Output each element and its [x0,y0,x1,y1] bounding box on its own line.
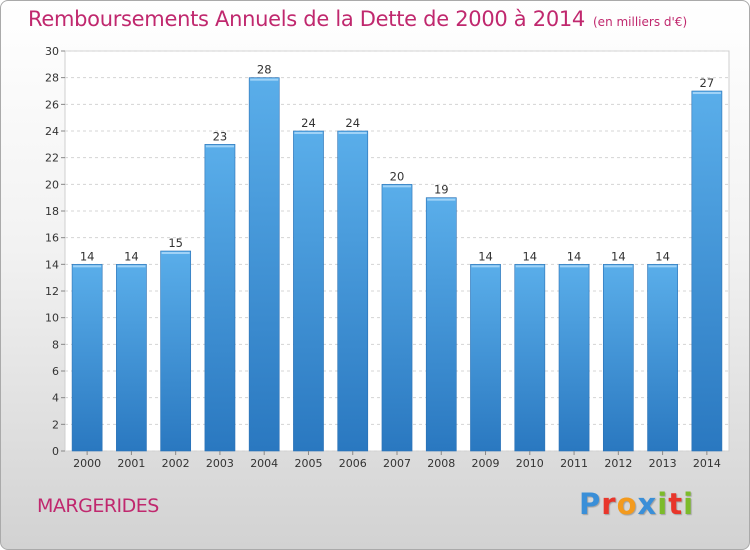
bar-2005 [293,130,324,452]
y-tick-label: 10 [45,312,59,325]
y-tick-label: 2 [52,418,59,431]
bar-highlight [560,265,589,268]
data-label-2006: 24 [345,116,360,130]
x-tick-label-2009: 2009 [472,457,500,470]
x-tick-label-2003: 2003 [206,457,234,470]
data-label-2000: 14 [80,249,95,263]
bar-2001 [116,264,147,452]
x-tick-label-2012: 2012 [604,457,632,470]
y-tick-label: 24 [45,125,59,138]
bar-highlight [604,265,633,268]
y-tick-label: 18 [45,205,59,218]
data-label-2010: 14 [522,249,537,263]
x-tick-label-2014: 2014 [693,457,721,470]
data-label-2012: 14 [611,249,626,263]
logo-letter: P [579,487,602,521]
bar-2011 [558,264,590,452]
bar-highlight [692,92,721,94]
bar-2012 [602,264,634,452]
bar-2014 [691,90,723,452]
bar-2009 [470,264,501,452]
data-label-2003: 23 [213,129,228,143]
bar-2013 [647,264,678,452]
data-label-2001: 14 [124,249,139,263]
y-tick-label: 28 [45,72,59,85]
bar-2007 [381,184,413,452]
logo-letter: t [668,487,684,521]
data-label-2011: 14 [567,249,582,263]
x-tick-label-2001: 2001 [117,457,145,470]
bar-highlight [382,185,412,188]
data-label-2009: 14 [478,249,493,263]
y-tick-label: 0 [52,445,59,458]
x-tick-label-2010: 2010 [516,457,544,470]
bar-highlight [648,265,677,268]
x-tick-label-2013: 2013 [649,457,677,470]
logo-letter: x [637,487,658,521]
data-label-2013: 14 [655,249,670,263]
bar-2000 [71,264,103,452]
bar-2006 [337,130,369,452]
y-tick-label: 6 [52,365,59,378]
bar-2002 [160,250,192,452]
y-tick-label: 26 [45,98,59,111]
bar-highlight [73,265,102,268]
bar-highlight [205,145,234,148]
bar-2010 [514,264,546,452]
x-tick-label-2006: 2006 [339,457,367,470]
y-tick-label: 14 [45,258,59,271]
y-tick-label: 22 [45,152,59,165]
bars: 14 14 15 23 28 24 24 20 19 14 14 14 14 14 27 [71,63,723,452]
bar-highlight [161,252,190,254]
bar-highlight [427,198,456,201]
data-label-2004: 28 [257,63,272,77]
bar-highlight [117,265,146,268]
y-tick-label: 12 [45,285,59,298]
x-axis-ticks: 2000 2001 2002 2003 2004 2005 2006 2007 2008 2009… [73,451,721,470]
data-label-2005: 24 [301,116,316,130]
chart-title-text: Remboursements Annuels de la Dette de 20… [28,7,585,31]
bar-2003 [204,144,236,452]
x-tick-label-2005: 2005 [294,457,322,470]
logo-letter: i [657,487,669,521]
commune-name: MARGERIDES [37,495,159,517]
logo-letter: i [683,487,695,521]
proxiti-logo: Proxiti [579,487,694,521]
unit-note: (en milliers d'€) [593,15,688,29]
y-tick-label: 8 [52,338,59,351]
x-tick-label-2002: 2002 [162,457,190,470]
logo-letter: o [616,487,638,521]
y-tick-label: 16 [45,232,59,245]
y-tick-label: 4 [52,392,59,405]
bar-2008 [425,197,457,452]
data-label-2002: 15 [168,236,183,250]
y-tick-label: 30 [45,45,59,58]
x-tick-label-2007: 2007 [383,457,411,470]
bar-highlight [515,265,544,268]
logo-letter: r [601,487,617,521]
data-label-2008: 19 [434,183,449,197]
data-label-2007: 20 [390,169,405,183]
x-tick-label-2011: 2011 [560,457,588,470]
chart-title: Remboursements Annuels de la Dette de 20… [28,7,687,31]
bar-highlight [294,132,323,134]
bar-highlight [250,78,279,81]
data-label-2014: 27 [700,76,715,90]
x-tick-label-2008: 2008 [427,457,455,470]
bar-highlight [471,265,500,268]
bar-highlight [338,132,367,134]
x-tick-label-2000: 2000 [73,457,101,470]
y-tick-label: 20 [45,178,59,191]
bar-2004 [248,77,280,452]
x-tick-label-2004: 2004 [250,457,278,470]
